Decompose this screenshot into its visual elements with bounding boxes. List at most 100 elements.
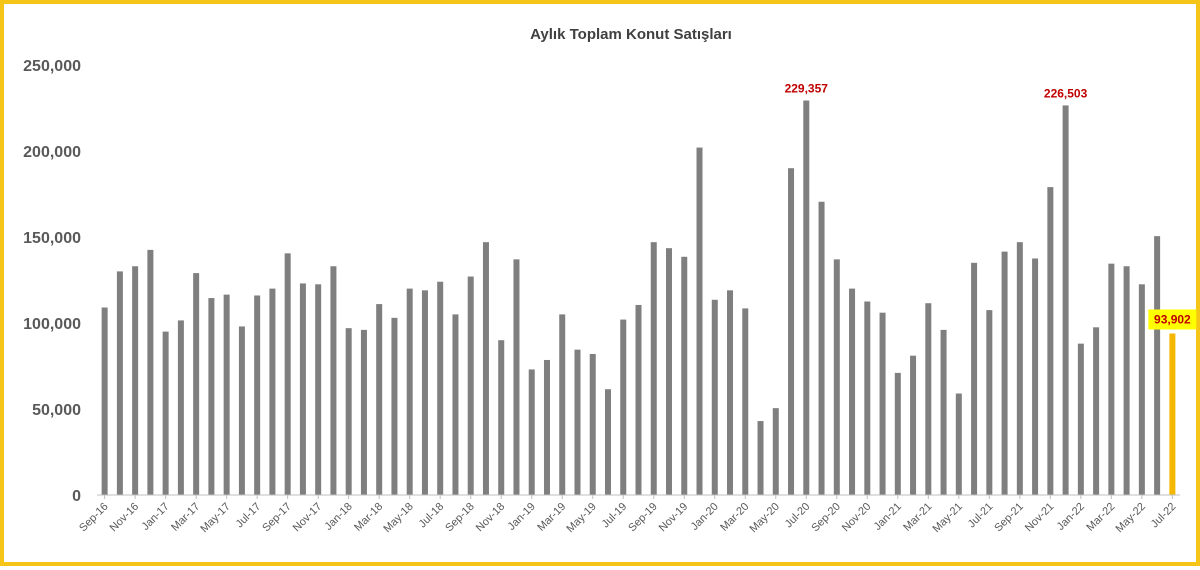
bar-dec-17 [330,266,337,495]
x-tick-label: Jan-17 [139,501,171,533]
x-tick-label: May-17 [198,501,232,535]
bar-sep-16 [101,307,108,495]
bar-dec-21 [1062,105,1069,495]
bar-feb-20 [727,290,734,495]
y-tick-label: 100,000 [23,316,81,333]
y-tick-label: 200,000 [23,144,81,161]
x-tick-label: Nov-18 [474,501,508,535]
bar-jul-19 [620,319,627,495]
bar-apr-21 [940,329,947,495]
bar-jul-22 [1169,333,1176,495]
x-tick-label: Jul-21 [966,501,996,531]
bar-feb-17 [177,320,184,495]
x-tick-label: Sep-18 [443,501,477,535]
bar-nov-17 [315,284,322,495]
bar-jul-17 [254,295,261,495]
bar-apr-18 [391,317,398,495]
bar-sep-21 [1016,242,1023,495]
bar-jul-21 [986,310,993,495]
bar-jan-17 [162,331,169,495]
bar-dec-20 [879,312,886,495]
data-labels: 229,357 226,503 93,902 [785,82,1197,330]
bar-apr-19 [574,349,581,495]
bar-may-19 [589,353,596,495]
x-tick-label: Sep-19 [626,501,660,535]
x-tick-label: Mar-18 [352,501,385,534]
x-tick-label: Jan-19 [506,501,538,533]
x-tick-label: Nov-17 [291,501,325,535]
bar-feb-22 [1093,327,1100,495]
peak-value-label: 229,357 [785,82,829,96]
x-tick-label: May-19 [564,501,598,535]
bar-jun-18 [421,290,428,495]
x-tick-label: Nov-20 [840,501,874,535]
bar-jul-20 [803,100,810,495]
bar-oct-16 [116,271,123,495]
bar-feb-19 [543,359,550,495]
x-tick-label: Jan-18 [323,501,355,533]
x-tick-label: May-18 [381,501,415,535]
bar-mar-18 [376,304,383,495]
bar-aug-18 [452,314,459,495]
bar-nov-21 [1047,187,1054,495]
bar-sep-19 [650,242,657,495]
bar-mar-22 [1108,263,1115,495]
bar-jan-19 [528,369,535,495]
x-tick-label: May-20 [747,501,781,535]
bar-oct-21 [1032,258,1039,495]
x-tick-label: Jan-20 [689,501,721,533]
bar-feb-18 [360,329,367,495]
x-tick-label: Jan-21 [872,501,904,533]
bar-jun-21 [971,262,978,495]
x-tick-label: Nov-21 [1023,501,1057,535]
bar-oct-17 [299,283,306,495]
chart-title: Aylık Toplam Konut Satışları [530,26,732,43]
y-tick-label: 150,000 [23,230,81,247]
bar-nov-19 [681,256,688,495]
bar-jun-20 [788,168,795,495]
x-tick-label: May-21 [931,501,965,535]
bar-nov-16 [132,266,139,495]
bar-mar-21 [925,303,932,495]
x-tick-label: Nov-19 [657,501,691,535]
x-tick-label: Nov-16 [108,501,142,535]
x-tick-label: May-22 [1114,501,1148,535]
bar-jan-22 [1077,343,1084,495]
bar-jun-19 [604,389,611,495]
bar-oct-19 [666,248,673,495]
x-tick-label: Jul-18 [417,501,447,531]
bar-jul-18 [437,281,444,495]
x-tick-label: Jan-22 [1055,501,1087,533]
x-tick-label: Jul-17 [234,501,264,531]
bar-dec-16 [147,249,154,495]
bar-jan-18 [345,328,352,495]
bar-aug-19 [635,304,642,495]
bar-dec-19 [696,147,703,495]
bar-aug-21 [1001,251,1008,495]
bar-aug-20 [818,201,825,496]
x-tick-label: Mar-17 [169,501,202,534]
bar-mar-20 [742,308,749,495]
bar-sep-18 [467,276,474,495]
bar-apr-20 [757,421,764,495]
last-value-label: 93,902 [1154,312,1191,326]
last-value-highlight [1148,309,1197,330]
bar-may-22 [1138,284,1145,495]
x-tick-label: Mar-22 [1084,501,1117,534]
bar-may-17 [223,294,230,495]
y-axis: 0 50,000 100,000 150,000 200,000 250,000 [23,58,81,505]
bar-nov-20 [864,301,871,495]
bar-oct-18 [482,242,489,495]
bar-apr-22 [1123,266,1130,495]
bar-mar-17 [193,273,200,495]
x-tick-label: Sep-17 [260,501,294,535]
y-tick-label: 50,000 [32,402,81,419]
x-tick-label: Sep-16 [77,501,111,535]
x-tick-label: Jul-20 [783,501,813,531]
bar-may-20 [772,408,779,495]
x-tick-label: Mar-21 [901,501,934,534]
bar-oct-20 [849,288,856,495]
bars [101,100,1176,496]
